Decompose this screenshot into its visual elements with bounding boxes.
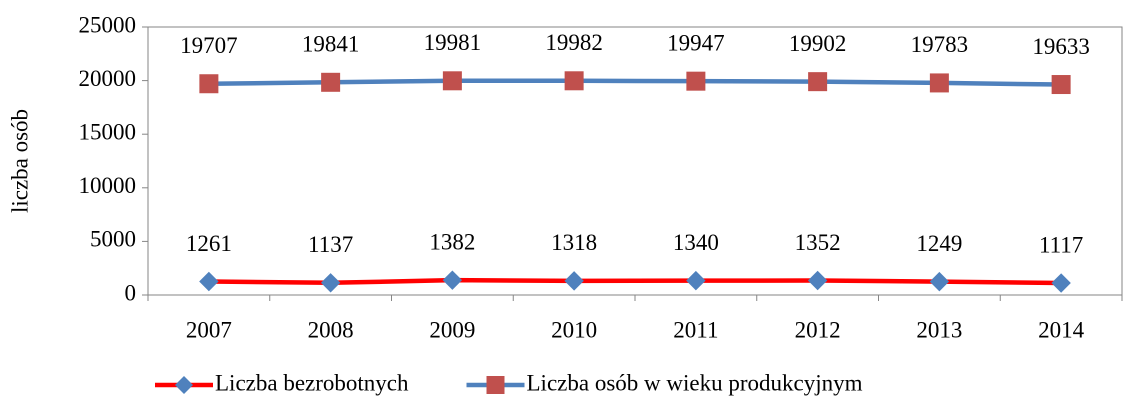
data-point [320, 273, 341, 293]
data-label: 1261 [186, 231, 232, 256]
data-point [199, 74, 219, 94]
data-label: 1382 [429, 229, 475, 254]
data-point [564, 271, 584, 291]
y-axis-title: liczba osób [7, 109, 32, 213]
data-label: 1318 [551, 230, 597, 255]
data-label: 1137 [308, 232, 353, 257]
x-tick-label: 2010 [551, 317, 597, 342]
data-label: 19981 [424, 30, 482, 55]
data-point [1051, 75, 1071, 95]
y-tick-label: 25000 [79, 12, 137, 37]
data-point [929, 73, 949, 93]
data-point [199, 271, 219, 292]
data-point [442, 71, 462, 91]
data-label: 1340 [673, 230, 719, 255]
data-label: 19947 [667, 30, 725, 55]
series-line [208, 78, 1062, 87]
data-label: 19707 [180, 33, 238, 58]
y-tick-label: 20000 [79, 66, 137, 91]
data-point [929, 271, 950, 292]
data-point [1051, 273, 1071, 293]
x-tick-label: 2008 [308, 317, 354, 342]
x-tick-label: 2009 [429, 317, 475, 342]
data-point [442, 270, 463, 290]
x-tick-label: 2012 [795, 317, 841, 342]
legend-label: Liczba bezrobotnych [215, 370, 409, 395]
legend-marker [486, 376, 505, 394]
x-tick-label: 2011 [673, 317, 718, 342]
y-tick-label: 10000 [79, 173, 137, 198]
data-point [807, 270, 828, 291]
data-label: 19982 [545, 30, 603, 55]
y-tick-label: 5000 [90, 227, 136, 252]
data-label: 19783 [911, 32, 969, 57]
data-point [564, 71, 584, 91]
data-label: 19633 [1032, 34, 1090, 59]
x-tick-label: 2007 [186, 317, 232, 342]
y-tick-label: 0 [125, 280, 137, 305]
data-label: 1352 [795, 230, 841, 255]
data-label: 19841 [302, 32, 360, 57]
x-tick-label: 2014 [1038, 317, 1085, 342]
legend-label: Liczba osób w wieku produkcyjnym [527, 370, 863, 395]
data-label: 1249 [916, 231, 962, 256]
data-point [686, 270, 706, 291]
x-tick-label: 2013 [916, 317, 962, 342]
legend-marker [175, 376, 193, 394]
data-point [686, 71, 706, 91]
data-label: 1117 [1039, 232, 1083, 257]
data-point [808, 72, 828, 92]
series-line [208, 277, 1062, 286]
y-tick-label: 15000 [79, 119, 137, 144]
data-point [321, 72, 341, 92]
data-label: 19902 [789, 31, 847, 56]
